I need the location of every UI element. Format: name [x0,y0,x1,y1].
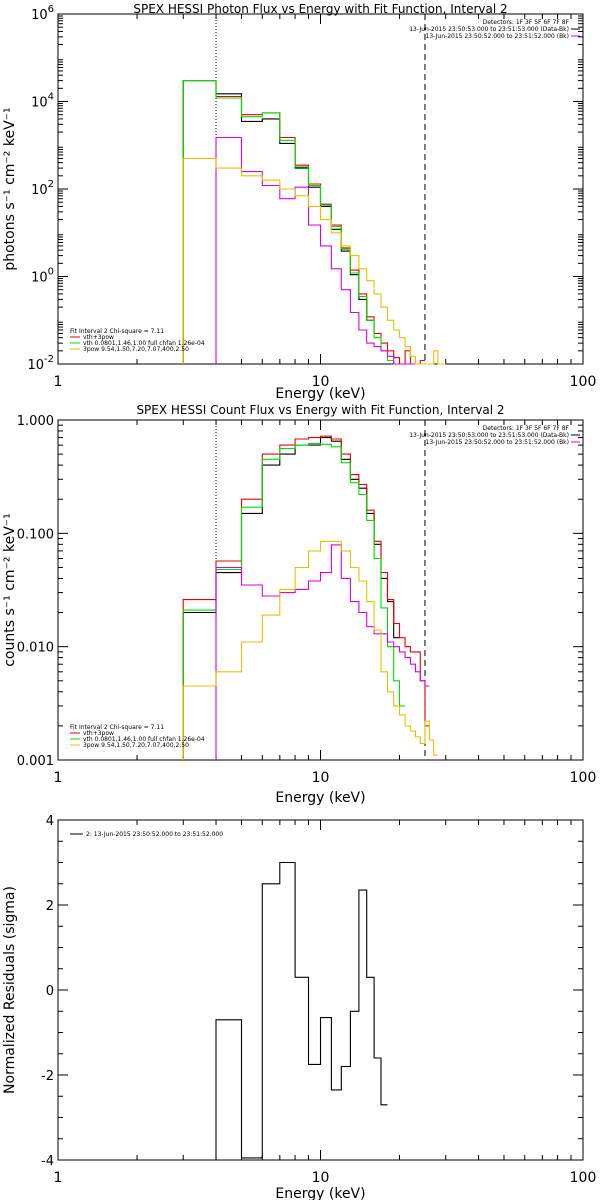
header-text: 13-Jun-2015 23:50:53.000 to 23:51:53.000… [409,432,569,439]
chart-1: SPEX HESSI Photon Flux vs Energy with Fi… [2,2,596,402]
x-tick-label: 10 [312,1170,330,1186]
legend-text: vth+3pow [83,730,114,737]
y-tick-exponent: 0 [48,267,54,278]
series-5-line [182,540,438,760]
y-tick-label: 102 [31,179,54,198]
y-tick-exponent: 6 [48,4,54,15]
y-axis-label: Normalized Residuals (sigma) [2,886,18,1094]
header-text: 13-Jun-2015 23:50:52.000 to 23:51:52.000… [426,33,569,40]
y-tick-exponent: 4 [48,92,54,103]
y-tick-label: -4 [41,1154,54,1169]
y-tick-label: 104 [31,92,54,111]
series-4-line [215,136,421,365]
x-axis-label: Energy (keV) [275,790,365,806]
x-axis-label: Energy (keV) [275,386,365,402]
legend-text: vth+3pow [83,334,114,341]
plot-frame [57,419,584,761]
x-tick-label: 100 [570,1170,597,1186]
series-3-line [182,80,416,365]
legend-text: Fit Interval 2 Chi-square = 7.11 [70,328,164,335]
header-text: 13-Jun-2015 23:50:53.000 to 23:51:53.000… [409,26,569,33]
chart-title: SPEX HESSI Count Flux vs Energy with Fit… [136,403,504,417]
chart-2: SPEX HESSI Count Flux vs Energy with Fit… [2,403,596,806]
header-text: Detectors: 1F 3F 5F 6F 7F 8F [483,425,570,432]
legend-text: vth 0.0801,1.46,1.00 full chfan 1.26e-04 [83,340,205,347]
y-tick-label: 106 [31,4,54,23]
y-tick-label: -2 [41,1069,54,1084]
series-3-line [182,442,406,760]
plot-frame [57,819,584,1161]
series-1-line [215,861,388,1160]
y-tick-label: 0 [46,984,54,999]
y-tick-label: 100 [31,267,54,286]
chart-title: SPEX HESSI Photon Flux vs Energy with Fi… [133,2,507,16]
legend-text: 3pow 9.54,1.50,7.20,7.07,400,2.50 [83,742,189,749]
legend-text: 2: 13-Jun-2015 23:50:52.000 to 23:51:52.… [86,831,223,838]
x-axis-label: Energy (keV) [275,1186,365,1200]
x-tick-label: 100 [570,770,597,786]
header-text: Detectors: 1F 3F 5F 6F 7F 8F [483,19,570,26]
y-tick-label: 4 [46,814,54,829]
legend-text: 3pow 9.54,1.50,7.20,7.07,400,2.50 [83,346,189,353]
series-5-line [182,157,446,365]
x-tick-label: 10 [312,374,330,390]
chart-3: 1 10 100 Energy (keV) -4 -2 0 2 4 Normalized Resi… [2,814,596,1200]
x-tick-label: 100 [570,374,597,390]
y-axis-label: photons s⁻¹ cm⁻² keV⁻¹ [2,107,18,270]
series-2-line [182,80,425,365]
y-tick-label: 0.100 [17,527,54,542]
y-tick-exponent: -2 [44,354,54,365]
series-4-line [215,544,430,760]
y-tick-label: 10-2 [27,354,54,373]
legend-text: Fit Interval 2 Chi-square = 7.11 [70,724,164,731]
x-tick-label: 1 [54,374,63,390]
y-tick-exponent: 2 [48,179,54,190]
y-tick-label: 2 [46,899,54,914]
series-2-line [182,435,430,760]
series-1-line [182,80,375,364]
x-tick-label: 10 [312,770,330,786]
x-tick-label: 1 [54,1170,63,1186]
y-axis-label: counts s⁻¹ cm⁻² keV⁻¹ [2,513,18,667]
y-tick-label: 0.001 [17,754,54,769]
legend-text: vth 0.0801,1.46,1.00 full chfan 1.26e-04 [83,736,205,743]
x-tick-label: 1 [54,770,63,786]
y-tick-label: 0.010 [17,641,54,656]
header-text: 13-Jun-2015 23:50:52.000 to 23:51:52.000… [426,439,569,446]
y-tick-label: 1.000 [17,414,54,429]
